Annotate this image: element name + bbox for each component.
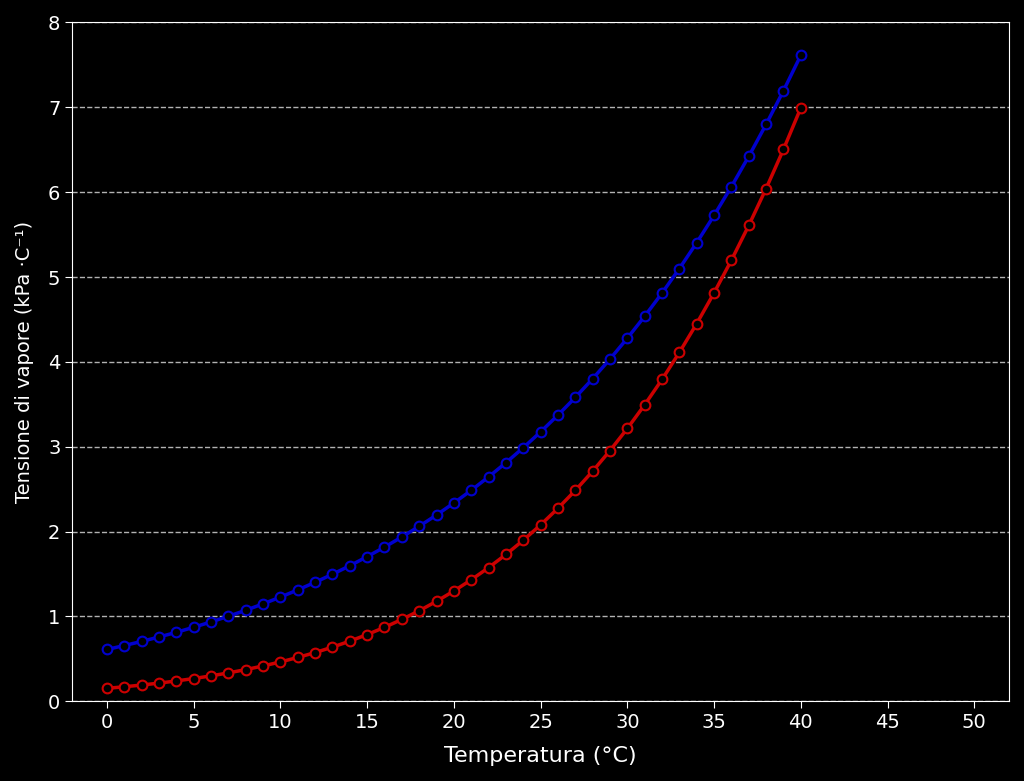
Y-axis label: Tensione di vapore (kPa ·C⁻¹): Tensione di vapore (kPa ·C⁻¹) [15,221,34,503]
X-axis label: Temperatura (°C): Temperatura (°C) [444,746,637,766]
